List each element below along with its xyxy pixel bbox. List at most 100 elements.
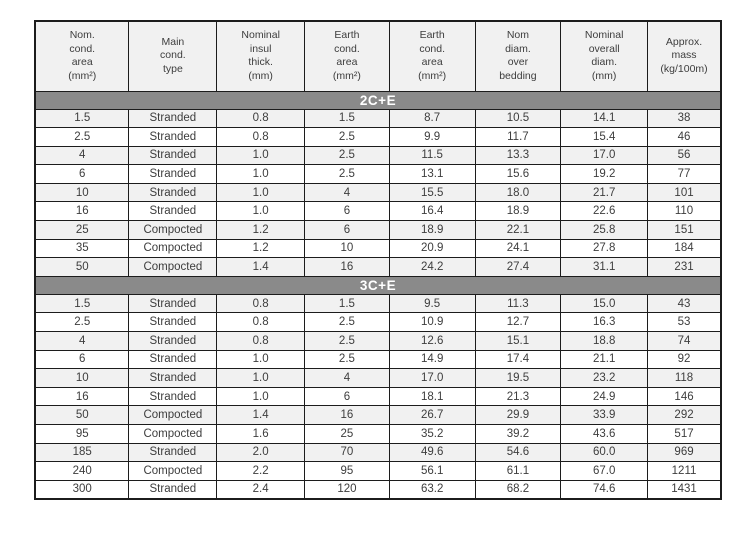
- table-cell-earth-cond-area-1: 95: [304, 461, 390, 481]
- table-cell-approx-mass: 101: [647, 182, 722, 203]
- table-cell-earth-cond-area-2: 24.2: [388, 257, 476, 277]
- table-row: 35 Compocted 1.2 10 20.9 24.1 27.8 184: [34, 238, 722, 259]
- table-cell-earth-cond-area-1: 2.5: [304, 164, 390, 184]
- table-cell-earth-cond-area-2: 18.1: [388, 386, 476, 407]
- table-cell-earth-cond-area-2: 14.9: [388, 349, 476, 370]
- table-cell-earth-cond-area-2: 18.9: [388, 220, 476, 240]
- table-row: 16 Stranded 1.0 6 16.4 18.9 22.6 110: [34, 201, 722, 222]
- table-cell-nominal-insul-thick: 1.0: [216, 145, 306, 166]
- table-cell-earth-cond-area-1: 2.5: [304, 331, 390, 351]
- table-cell-nominal-overall-diam: 67.0: [560, 461, 649, 481]
- table-cell-earth-cond-area-2: 35.2: [388, 424, 476, 444]
- table-cell-nominal-overall-diam: 21.1: [560, 349, 649, 370]
- table-cell-main-cond-type: Compocted: [128, 257, 218, 277]
- table-cell-nom-diam-over-bedding: 10.5: [474, 108, 562, 129]
- table-cell-earth-cond-area-2: 12.6: [388, 331, 476, 351]
- table-cell-nom-cond-area: 185: [34, 442, 130, 463]
- table-cell-nominal-insul-thick: 0.8: [216, 293, 306, 314]
- table-cell-approx-mass: 74: [647, 331, 722, 351]
- table-cell-main-cond-type: Compocted: [128, 238, 218, 259]
- table-cell-nominal-insul-thick: 1.0: [216, 164, 306, 184]
- table-row: 1.5 Stranded 0.8 1.5 9.5 11.3 15.0 43: [34, 293, 722, 314]
- table-header-row: Nom. cond. area (mm²) Main cond. type Nomi…: [34, 20, 722, 92]
- table-cell-nominal-insul-thick: 0.8: [216, 331, 306, 351]
- table-cell-approx-mass: 184: [647, 238, 722, 259]
- column-header-nominal-insul-thick: Nominal insul thick. (mm): [216, 20, 306, 92]
- table-cell-approx-mass: 517: [647, 424, 722, 444]
- table-cell-nominal-insul-thick: 0.8: [216, 127, 306, 147]
- table-cell-nom-cond-area: 4: [34, 145, 130, 166]
- table-cell-earth-cond-area-2: 20.9: [388, 238, 476, 259]
- table-row: 4 Stranded 0.8 2.5 12.6 15.1 18.8 74: [34, 331, 722, 351]
- table-cell-earth-cond-area-2: 8.7: [388, 108, 476, 129]
- table-cell-nom-diam-over-bedding: 39.2: [474, 424, 562, 444]
- table-cell-nominal-overall-diam: 74.6: [560, 479, 649, 500]
- table-cell-approx-mass: 110: [647, 201, 722, 222]
- table-cell-nom-diam-over-bedding: 29.9: [474, 405, 562, 425]
- table-cell-nominal-overall-diam: 24.9: [560, 386, 649, 407]
- table-cell-nom-diam-over-bedding: 18.9: [474, 201, 562, 222]
- table-cell-nom-diam-over-bedding: 18.0: [474, 182, 562, 203]
- table-cell-nominal-insul-thick: 1.0: [216, 386, 306, 407]
- section-band-row: 3C+E: [34, 275, 722, 295]
- table-row: 240 Compocted 2.2 95 56.1 61.1 67.0 1211: [34, 461, 722, 481]
- table-cell-main-cond-type: Stranded: [128, 386, 218, 407]
- table-cell-nom-cond-area: 35: [34, 238, 130, 259]
- table-cell-nominal-overall-diam: 19.2: [560, 164, 649, 184]
- table-cell-nom-diam-over-bedding: 27.4: [474, 257, 562, 277]
- column-header-earth-cond-area-1: Earth cond. area (mm²): [304, 20, 390, 92]
- table-cell-earth-cond-area-1: 16: [304, 405, 390, 425]
- table-cell-nominal-insul-thick: 1.0: [216, 349, 306, 370]
- table-cell-main-cond-type: Stranded: [128, 108, 218, 129]
- table-cell-nom-cond-area: 240: [34, 461, 130, 481]
- section-band-row: 2C+E: [34, 90, 722, 110]
- table-cell-approx-mass: 77: [647, 164, 722, 184]
- table-cell-nominal-overall-diam: 25.8: [560, 220, 649, 240]
- table-cell-nom-diam-over-bedding: 19.5: [474, 368, 562, 388]
- table-cell-nominal-overall-diam: 31.1: [560, 257, 649, 277]
- table-cell-nominal-overall-diam: 21.7: [560, 182, 649, 203]
- column-header-nom-diam-over-bedding: Nom diam. over bedding: [474, 20, 562, 92]
- section-band-label: 3C+E: [34, 275, 722, 295]
- table-row: 4 Stranded 1.0 2.5 11.5 13.3 17.0 56: [34, 145, 722, 166]
- table-cell-earth-cond-area-1: 70: [304, 442, 390, 463]
- table-cell-nom-cond-area: 4: [34, 331, 130, 351]
- table-cell-main-cond-type: Stranded: [128, 145, 218, 166]
- table-cell-earth-cond-area-2: 10.9: [388, 312, 476, 333]
- column-header-main-cond-type: Main cond. type: [128, 20, 218, 92]
- table-cell-approx-mass: 292: [647, 405, 722, 425]
- table-cell-nominal-insul-thick: 2.0: [216, 442, 306, 463]
- table-row: 25 Compocted 1.2 6 18.9 22.1 25.8 151: [34, 220, 722, 240]
- table-cell-main-cond-type: Stranded: [128, 127, 218, 147]
- table-cell-approx-mass: 151: [647, 220, 722, 240]
- table-cell-earth-cond-area-1: 1.5: [304, 293, 390, 314]
- table-cell-nominal-overall-diam: 43.6: [560, 424, 649, 444]
- table-cell-nominal-overall-diam: 16.3: [560, 312, 649, 333]
- table-cell-approx-mass: 1211: [647, 461, 722, 481]
- table-cell-main-cond-type: Stranded: [128, 182, 218, 203]
- table-cell-main-cond-type: Stranded: [128, 293, 218, 314]
- table-cell-approx-mass: 46: [647, 127, 722, 147]
- table-cell-earth-cond-area-1: 16: [304, 257, 390, 277]
- table-cell-nom-cond-area: 95: [34, 424, 130, 444]
- table-cell-nominal-insul-thick: 0.8: [216, 108, 306, 129]
- table-cell-nominal-overall-diam: 18.8: [560, 331, 649, 351]
- table-cell-nominal-overall-diam: 15.4: [560, 127, 649, 147]
- table-cell-nominal-overall-diam: 15.0: [560, 293, 649, 314]
- table-cell-nom-diam-over-bedding: 12.7: [474, 312, 562, 333]
- table-cell-main-cond-type: Stranded: [128, 331, 218, 351]
- table-cell-earth-cond-area-1: 2.5: [304, 127, 390, 147]
- table-cell-nominal-insul-thick: 0.8: [216, 312, 306, 333]
- table-cell-earth-cond-area-2: 9.9: [388, 127, 476, 147]
- table-cell-nom-diam-over-bedding: 15.1: [474, 331, 562, 351]
- table-cell-nominal-insul-thick: 2.2: [216, 461, 306, 481]
- table-row: 50 Compocted 1.4 16 24.2 27.4 31.1 231: [34, 257, 722, 277]
- table-cell-main-cond-type: Stranded: [128, 164, 218, 184]
- table-row: 16 Stranded 1.0 6 18.1 21.3 24.9 146: [34, 386, 722, 407]
- table-cell-nominal-overall-diam: 14.1: [560, 108, 649, 129]
- table-cell-earth-cond-area-1: 6: [304, 201, 390, 222]
- table-cell-nominal-overall-diam: 60.0: [560, 442, 649, 463]
- table-cell-approx-mass: 92: [647, 349, 722, 370]
- table-cell-earth-cond-area-1: 25: [304, 424, 390, 444]
